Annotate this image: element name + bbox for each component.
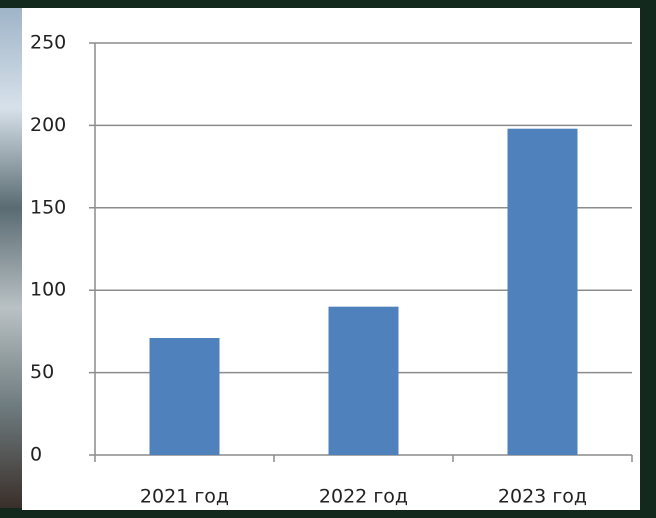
y-tick-label: 0 bbox=[30, 444, 42, 466]
photo-strip bbox=[0, 8, 24, 508]
y-tick-label: 100 bbox=[30, 279, 66, 301]
x-tick-label: 2021 год bbox=[140, 486, 229, 508]
bar bbox=[328, 306, 399, 455]
y-tick-label: 250 bbox=[30, 32, 66, 54]
bar bbox=[507, 128, 578, 456]
y-tick-label: 150 bbox=[30, 196, 66, 218]
x-tick-label: 2022 год bbox=[319, 486, 408, 508]
y-tick-label: 200 bbox=[30, 114, 66, 136]
bar bbox=[149, 337, 220, 455]
x-tick-label: 2023 год bbox=[498, 486, 587, 508]
y-tick-label: 50 bbox=[30, 361, 54, 383]
